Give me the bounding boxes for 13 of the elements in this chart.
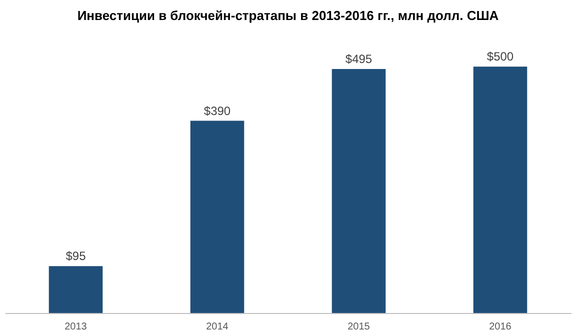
x-tick-label: 2013: [64, 322, 88, 332]
bar: [48, 266, 103, 313]
bar: [332, 69, 386, 313]
data-label: $500: [486, 50, 514, 64]
x-tick-label: 2016: [489, 322, 512, 332]
data-label: $495: [345, 52, 372, 66]
data-label: $95: [66, 249, 86, 264]
bar: [473, 66, 528, 313]
chart-title: Инвестиции в блокчейн-стратапы в 2013-2016 гг., млн долл. США: [77, 8, 500, 23]
data-label: $390: [204, 104, 231, 118]
bar: [190, 120, 244, 313]
x-tick-label: 2014: [206, 322, 229, 332]
x-tick-label: 2015: [348, 322, 370, 332]
